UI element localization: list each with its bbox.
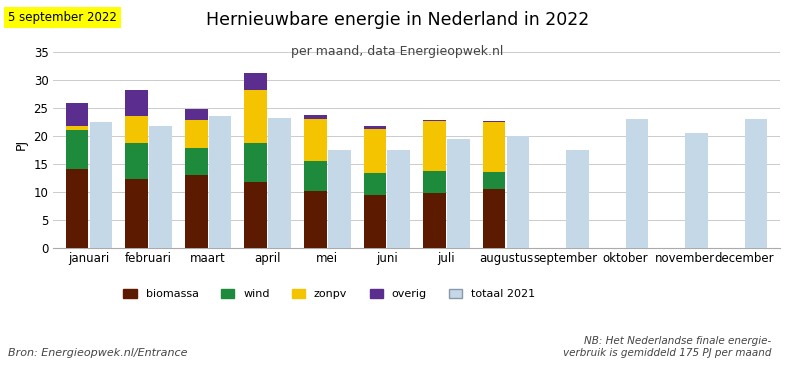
Text: Hernieuwbare energie in Nederland in 2022: Hernieuwbare energie in Nederland in 202…: [206, 11, 589, 29]
Bar: [363, 173, 386, 195]
Bar: [126, 179, 148, 248]
Text: 5 september 2022: 5 september 2022: [8, 11, 117, 24]
Bar: [126, 143, 148, 179]
Bar: [245, 182, 267, 248]
Bar: [447, 139, 470, 248]
Y-axis label: PJ: PJ: [15, 139, 28, 150]
Bar: [66, 169, 88, 248]
Bar: [506, 136, 529, 248]
Bar: [423, 171, 446, 194]
Bar: [66, 131, 88, 169]
Bar: [126, 90, 148, 116]
Bar: [126, 116, 148, 143]
Bar: [245, 142, 267, 182]
Bar: [483, 121, 506, 122]
Bar: [185, 148, 207, 175]
Bar: [685, 133, 708, 248]
Bar: [149, 126, 172, 248]
Bar: [363, 126, 386, 129]
Bar: [245, 90, 267, 142]
Bar: [66, 126, 88, 131]
Bar: [423, 120, 446, 121]
Bar: [185, 175, 207, 248]
Bar: [423, 194, 446, 248]
Bar: [363, 129, 386, 173]
Text: NB: Het Nederlandse finale energie-
verbruik is gemiddeld 175 PJ per maand: NB: Het Nederlandse finale energie- verb…: [563, 336, 771, 358]
Bar: [304, 115, 327, 119]
Bar: [745, 119, 767, 248]
Text: per maand, data Energieopwek.nl: per maand, data Energieopwek.nl: [291, 45, 504, 58]
Bar: [363, 195, 386, 248]
Bar: [387, 150, 410, 248]
Bar: [483, 122, 506, 172]
Bar: [626, 119, 649, 248]
Text: Bron: Energieopwek.nl/Entrance: Bron: Energieopwek.nl/Entrance: [8, 348, 188, 358]
Bar: [269, 117, 291, 248]
Bar: [185, 120, 207, 148]
Bar: [66, 103, 88, 126]
Bar: [566, 150, 589, 248]
Legend: biomassa, wind, zonpv, overig, totaal 2021: biomassa, wind, zonpv, overig, totaal 20…: [119, 285, 540, 304]
Bar: [423, 121, 446, 171]
Bar: [483, 189, 506, 248]
Bar: [209, 116, 231, 248]
Bar: [304, 191, 327, 248]
Bar: [185, 109, 207, 120]
Bar: [328, 150, 351, 248]
Bar: [245, 73, 267, 90]
Bar: [304, 161, 327, 191]
Bar: [90, 122, 112, 248]
Bar: [483, 172, 506, 189]
Bar: [304, 119, 327, 161]
